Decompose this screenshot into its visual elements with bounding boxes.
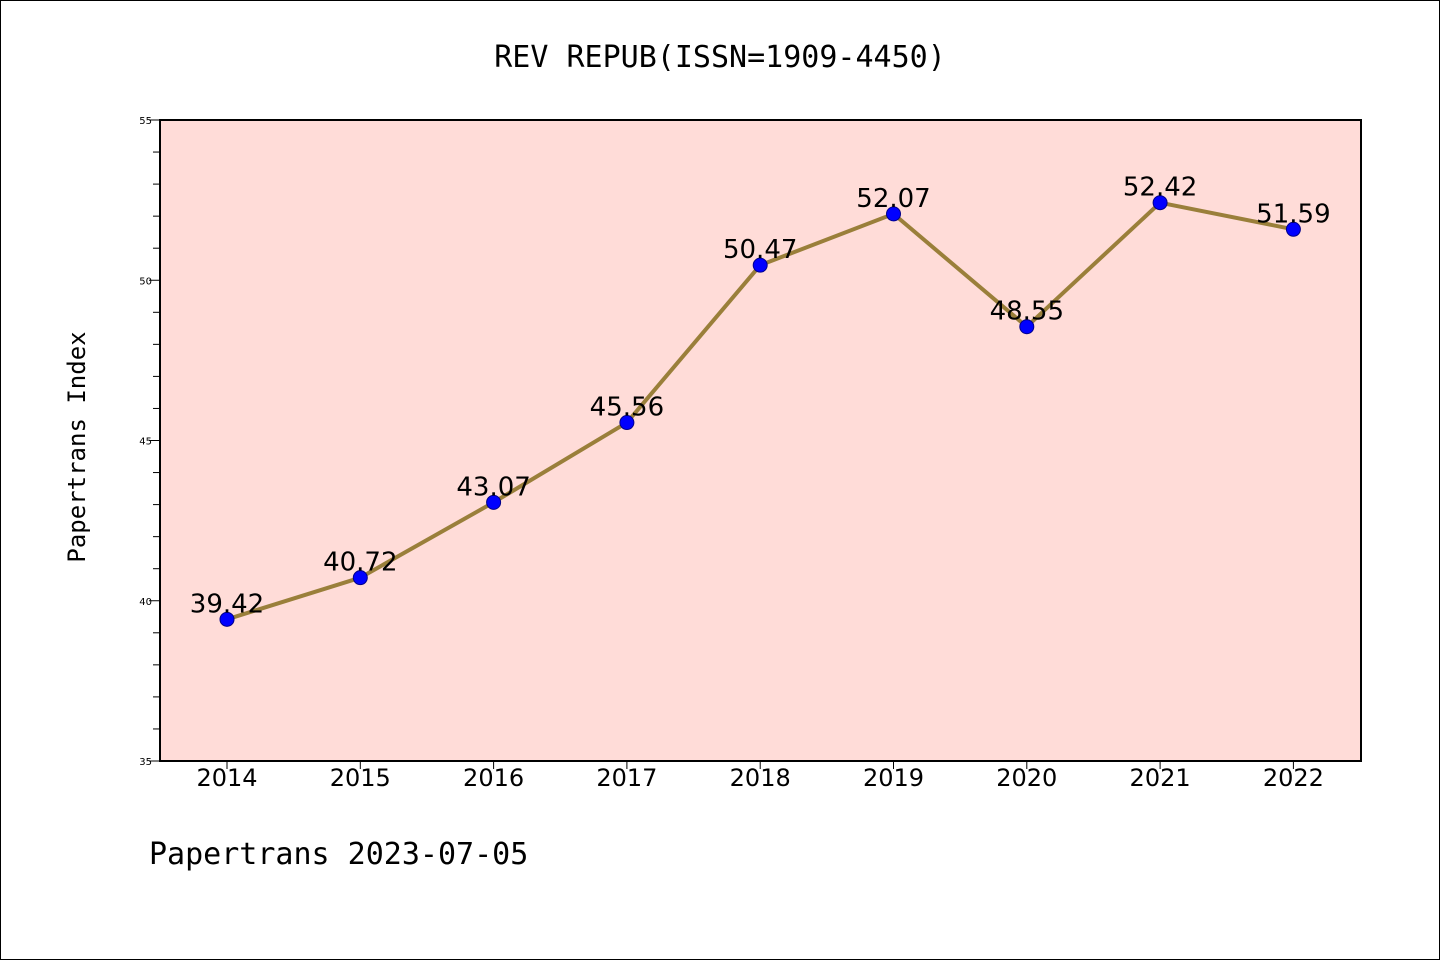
y-tick-label: 50 bbox=[139, 276, 152, 287]
data-label: 39.42 bbox=[190, 589, 264, 619]
y-tick-label: 40 bbox=[139, 597, 152, 608]
data-point bbox=[1152, 195, 1168, 211]
plot-area bbox=[159, 119, 1362, 762]
x-tick-label: 2017 bbox=[596, 764, 657, 792]
data-label: 52.42 bbox=[1123, 173, 1197, 203]
x-tick-label: 2019 bbox=[863, 764, 924, 792]
y-axis-label: Papertrans Index bbox=[63, 331, 91, 562]
y-tick-label: 55 bbox=[139, 116, 152, 127]
data-point bbox=[352, 570, 368, 586]
y-tick-label: 45 bbox=[139, 437, 152, 448]
x-axis: 2014 2015 2016 2017 2018 2019 2020 2021 2022 bbox=[196, 761, 1324, 792]
x-tick-label: 2021 bbox=[1130, 764, 1191, 792]
x-tick-label: 2020 bbox=[996, 764, 1057, 792]
data-label: 52.07 bbox=[856, 184, 930, 214]
data-point bbox=[1285, 221, 1301, 237]
data-label: 48.55 bbox=[990, 297, 1064, 327]
data-label: 40.72 bbox=[323, 548, 397, 578]
data-label: 45.56 bbox=[590, 393, 664, 423]
x-tick-label: 2014 bbox=[196, 764, 257, 792]
x-tick-label: 2018 bbox=[730, 764, 791, 792]
data-point bbox=[1019, 319, 1035, 335]
data-point bbox=[219, 611, 235, 627]
x-tick-label: 2022 bbox=[1263, 764, 1324, 792]
chart-title: REV REPUB(ISSN=1909-4450) bbox=[494, 40, 946, 75]
data-point bbox=[619, 415, 635, 431]
x-tick-label: 2015 bbox=[330, 764, 391, 792]
data-point bbox=[886, 206, 901, 222]
footer-note: Papertrans 2023-07-05 bbox=[149, 837, 528, 872]
series-group: 39.42 40.72 43.07 45.56 50.47 52.07 48.55 52.42… bbox=[190, 173, 1331, 627]
y-tick-label: 35 bbox=[139, 757, 152, 768]
y-axis: 35 40 45 50 55 bbox=[139, 116, 160, 768]
data-point bbox=[752, 257, 768, 273]
x-tick-label: 2016 bbox=[463, 764, 524, 792]
data-label: 43.07 bbox=[456, 472, 530, 502]
data-point bbox=[486, 494, 502, 510]
data-label: 51.59 bbox=[1256, 199, 1330, 229]
data-label: 50.47 bbox=[723, 235, 797, 265]
